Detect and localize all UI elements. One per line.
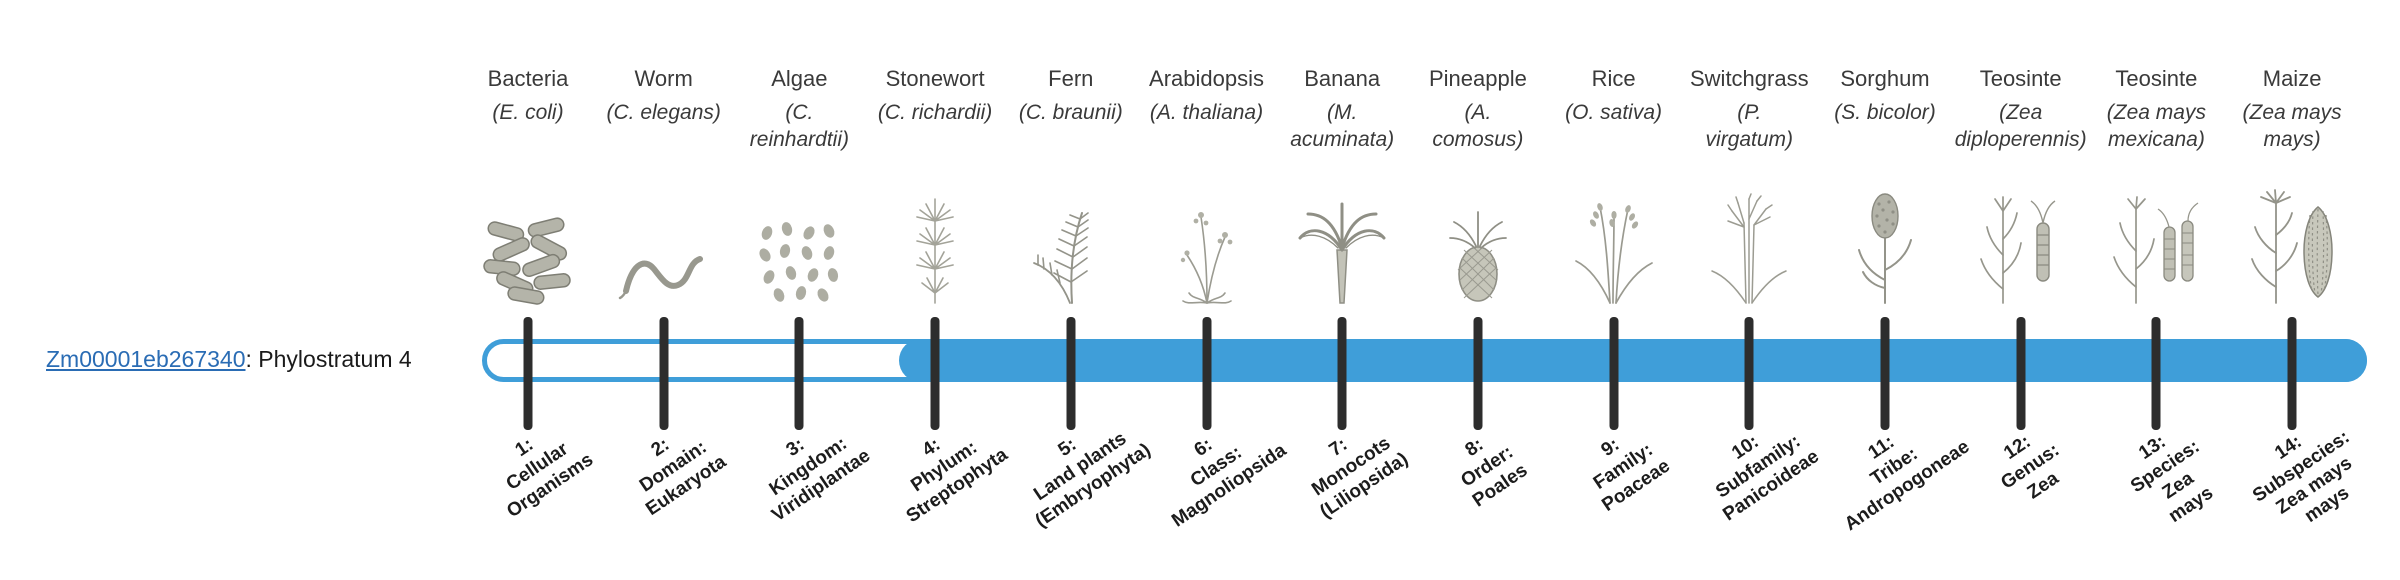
timeline-tick [1202, 317, 1211, 430]
organism-scientific-name: (M. acuminata) [1290, 101, 1395, 152]
organism-name: Bacteria [487, 66, 569, 91]
organism-icon [1275, 178, 1409, 305]
organism-name: Worm [634, 66, 693, 91]
organism-name: Teosinte [1979, 66, 2062, 91]
stratum-label-text: 12: Genus: Zea [1996, 431, 2063, 504]
organism-scientific-name: (C. elegans) [606, 101, 721, 124]
organism-icon [868, 178, 1002, 305]
organism-name: Switchgrass [1690, 66, 1809, 91]
organism-name: Sorghum [1840, 66, 1930, 91]
timeline-tick [1066, 317, 1076, 430]
stratum-label-text: 8: Order: Poales [1457, 434, 1532, 512]
stratum-label-text: 10: Subfamily: Panicoideae [1712, 430, 1824, 526]
organism-icon [461, 178, 595, 305]
organism-scientific-name: (Zea diploperennis) [1954, 101, 2087, 152]
timeline-tick [2151, 317, 2161, 430]
stratum-label-text: 1: Cellular Organisms [502, 434, 598, 523]
organism-name: Fern [1048, 66, 1094, 91]
organism-scientific-name: (C. richardii) [877, 101, 993, 124]
timeline-tick [1609, 317, 1619, 430]
organism-scientific-name: (C. braunii) [1018, 101, 1123, 124]
organism-scientific-name: (S. bicolor) [1834, 101, 1936, 124]
timeline-tick [2287, 317, 2297, 430]
timeline-bar-fill [899, 339, 2367, 382]
timeline-tick [1744, 317, 1754, 430]
organism-icon [1818, 178, 1952, 305]
stratum-label-text: 5: Land plants (Embryophyta) [1030, 428, 1155, 532]
timeline-tick [930, 317, 940, 430]
organism-name: Rice [1591, 66, 1636, 91]
organism-scientific-name: (O. sativa) [1565, 101, 1663, 124]
organism-scientific-name: (E. coli) [492, 101, 564, 124]
gene-id-link[interactable]: Zm00001eb267340 [46, 346, 246, 372]
organism-name: Banana [1304, 66, 1381, 91]
timeline-tick [1880, 317, 1890, 430]
organism-icon [1140, 178, 1274, 305]
organism-icon [1411, 178, 1545, 305]
organism-scientific-name: (P. virgatum) [1705, 101, 1794, 152]
timeline-tick [2016, 317, 2026, 430]
organism-scientific-name: (A. thaliana) [1149, 101, 1264, 124]
stratum-label-text: 11: Tribe: Andropogoneae [1840, 431, 1974, 536]
timeline-tick [523, 317, 533, 430]
organism-scientific-name: (A. comosus) [1432, 101, 1524, 152]
organism-name: Teosinte [2115, 66, 2198, 91]
timeline-tick [1337, 317, 1347, 430]
stratum-label-text: 6: Class: Magnoliopsida [1167, 434, 1290, 532]
organism-icon [1682, 178, 1816, 305]
organism-icon [597, 178, 731, 305]
organism-scientific-name: (Zea mays mays) [2242, 101, 2342, 152]
organism-icon [2089, 178, 2223, 305]
organism-icon [732, 178, 866, 305]
organism-icon [2225, 178, 2359, 305]
gene-label: Zm00001eb267340: Phylostratum 4 [46, 346, 412, 373]
organism-icon [1004, 178, 1138, 305]
stratum-label-text: 3: Kingdom: Viridiplantae [766, 433, 875, 527]
timeline-tick [1473, 317, 1483, 430]
timeline-tick [659, 317, 669, 430]
stratum-label-text: 7: Monocots (Liliopsida) [1308, 432, 1413, 523]
organism-icon [1954, 178, 2088, 305]
stratum-label-text: 4: Phylum: Streptophyta [902, 434, 1012, 528]
stratum-label-text: 2: Domain: Eukaryota [635, 434, 730, 521]
organism-name: Arabidopsis [1149, 66, 1264, 91]
organism-name: Algae [771, 66, 828, 91]
timeline-tick [794, 317, 804, 430]
stratum-label-text: 9: Family: Poaceae [1589, 434, 1674, 516]
organism-name: Stonewort [885, 66, 985, 91]
organism-icon [1547, 178, 1681, 305]
organism-name: Pineapple [1428, 66, 1527, 91]
organism-scientific-name: (Zea mays mexicana) [2106, 101, 2206, 152]
gene-phylostratum-text: : Phylostratum 4 [245, 346, 412, 372]
organism-scientific-name: (C. reinhardtii) [749, 101, 849, 152]
organism-name: Maize [2262, 66, 2322, 91]
stratum-label-text: 13: Species: Zea mays [2127, 431, 2218, 528]
stratum-label-text: 14: Subspecies: Zea mays mays [2249, 426, 2357, 528]
